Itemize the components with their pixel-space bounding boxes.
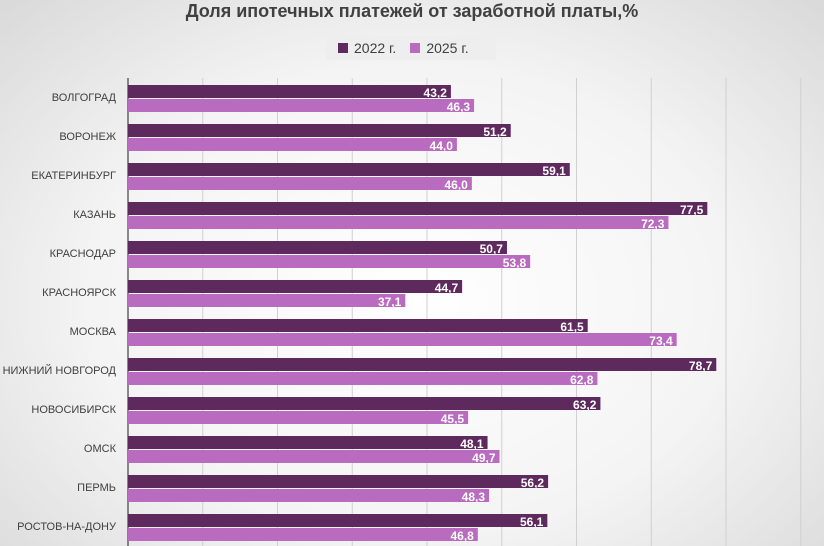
- bar-2022: [128, 436, 488, 449]
- data-label-2025: 73,4: [649, 334, 673, 348]
- category-label: НИЖНИЙ НОВГОРОД: [3, 364, 117, 377]
- chart-title: Доля ипотечных платежей от заработной пл…: [185, 1, 639, 21]
- bar-2022: [128, 124, 511, 137]
- data-label-2022: 78,7: [689, 359, 713, 373]
- bar-2025: [128, 528, 478, 541]
- category-label: РОСТОВ-НА-ДОНУ: [17, 521, 117, 533]
- data-label-2022: 56,1: [520, 515, 544, 529]
- data-label-2025: 53,8: [503, 256, 527, 270]
- bar-2025: [128, 372, 598, 385]
- bar-2022: [128, 202, 708, 215]
- bar-2022: [128, 319, 588, 332]
- bar-2022: [128, 514, 548, 527]
- bar-2025: [128, 216, 669, 229]
- data-label-2022: 50,7: [480, 242, 504, 256]
- data-label-2025: 46,0: [444, 178, 468, 192]
- legend-swatch-2022: [338, 43, 348, 53]
- data-label-2022: 43,2: [424, 86, 448, 100]
- bar-2025: [128, 294, 406, 307]
- data-label-2022: 77,5: [680, 203, 704, 217]
- category-label: ВОРОНЕЖ: [59, 131, 116, 143]
- data-label-2022: 51,2: [483, 125, 507, 139]
- bar-2025: [128, 177, 472, 190]
- data-label-2022: 44,7: [435, 281, 459, 295]
- bar-2022: [128, 475, 549, 488]
- category-label: КАЗАНЬ: [73, 209, 116, 221]
- category-label: КРАСНОДАР: [50, 248, 116, 260]
- data-label-2025: 72,3: [641, 217, 665, 231]
- data-label-2025: 62,8: [570, 373, 594, 387]
- legend-label-2025: 2025 г.: [426, 40, 469, 56]
- data-label-2022: 59,1: [542, 164, 566, 178]
- bar-2022: [128, 85, 451, 98]
- bar-2022: [128, 280, 463, 293]
- data-label-2025: 46,3: [447, 100, 471, 114]
- bar-2025: [128, 99, 475, 112]
- bar-2025: [128, 411, 469, 424]
- category-label: НОВОСИБИРСК: [31, 404, 116, 416]
- bar-2025: [128, 450, 500, 463]
- legend-item-2022: 2022 г.: [338, 40, 396, 56]
- category-label: ОМСК: [84, 443, 117, 455]
- bar-2025: [128, 138, 457, 151]
- bar-2025: [128, 255, 531, 268]
- bar-2022: [128, 241, 507, 254]
- data-label-2025: 37,1: [378, 295, 402, 309]
- legend-label-2022: 2022 г.: [354, 40, 397, 56]
- legend-swatch-2025: [410, 43, 421, 53]
- data-label-2025: 46,8: [450, 529, 474, 543]
- data-label-2025: 49,7: [472, 451, 496, 465]
- category-label: ЕКАТЕРИНБУРГ: [31, 170, 116, 182]
- bar-2022: [128, 163, 570, 176]
- data-label-2022: 56,2: [521, 476, 545, 490]
- bar-2022: [128, 358, 717, 371]
- category-label: КРАСНОЯРСК: [42, 287, 116, 299]
- data-label-2022: 63,2: [573, 398, 597, 412]
- data-label-2022: 48,1: [460, 437, 484, 451]
- data-label-2025: 44,0: [430, 139, 454, 153]
- data-label-2025: 45,5: [441, 412, 465, 426]
- bar-2025: [128, 333, 677, 346]
- category-label: ПЕРМЬ: [77, 482, 116, 494]
- category-label: ВОЛГОГРАД: [52, 92, 117, 104]
- bar-2022: [128, 397, 601, 410]
- legend-item-2025: 2025 г.: [410, 40, 469, 56]
- legend: 2022 г. 2025 г.: [326, 36, 496, 60]
- data-label-2025: 48,3: [462, 490, 486, 504]
- bar-2025: [128, 489, 490, 502]
- category-label: МОСКВА: [70, 326, 117, 338]
- data-label-2022: 61,5: [560, 320, 584, 334]
